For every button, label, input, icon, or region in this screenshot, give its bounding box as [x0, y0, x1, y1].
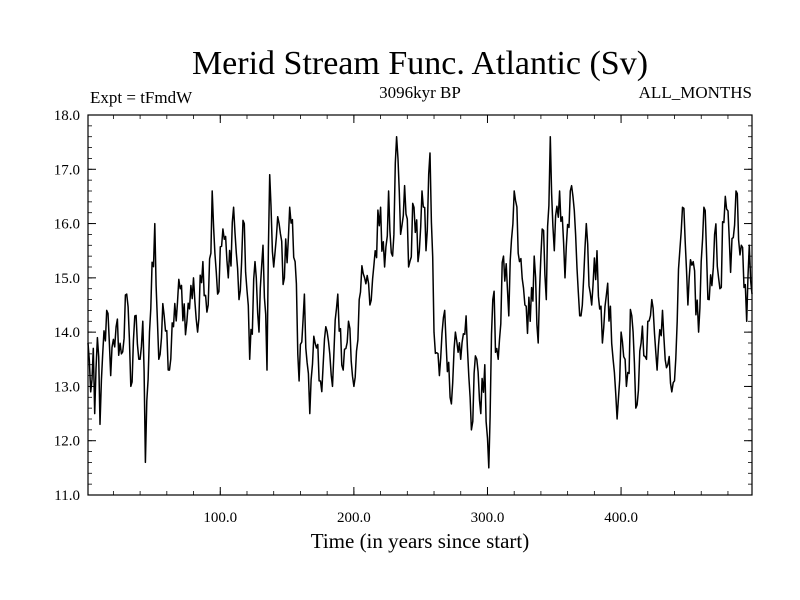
y-tick-label: 13.0 — [54, 379, 80, 395]
x-tick-label: 400.0 — [604, 510, 638, 526]
x-axis-label: Time (in years since start) — [311, 529, 530, 553]
x-tick-label: 100.0 — [203, 510, 237, 526]
y-tick-label: 14.0 — [54, 325, 80, 341]
plot-frame — [87, 114, 753, 496]
y-tick-label: 16.0 — [54, 217, 80, 233]
x-axis-ticks: 100.0 200.0 300.0 400.0 — [112, 115, 729, 526]
months-label: ALL_MONTHS — [639, 83, 752, 102]
y-axis-ticks: 11.0 12.0 13.0 14.0 15.0 16.0 17.0 18.0 — [54, 108, 752, 504]
x-tick-label: 200.0 — [337, 510, 371, 526]
series-line — [87, 135, 753, 469]
chart-title: Merid Stream Func. Atlantic (Sv) — [192, 45, 648, 82]
time-period-label: 3096kyr BP — [379, 83, 461, 102]
y-tick-label: 17.0 — [54, 162, 80, 178]
y-tick-label: 18.0 — [54, 108, 80, 124]
experiment-label: Expt = tFmdW — [90, 88, 193, 107]
y-tick-label: 15.0 — [54, 271, 80, 287]
y-tick-label: 12.0 — [54, 434, 80, 450]
y-tick-label: 11.0 — [54, 488, 80, 504]
x-tick-label: 300.0 — [471, 510, 505, 526]
